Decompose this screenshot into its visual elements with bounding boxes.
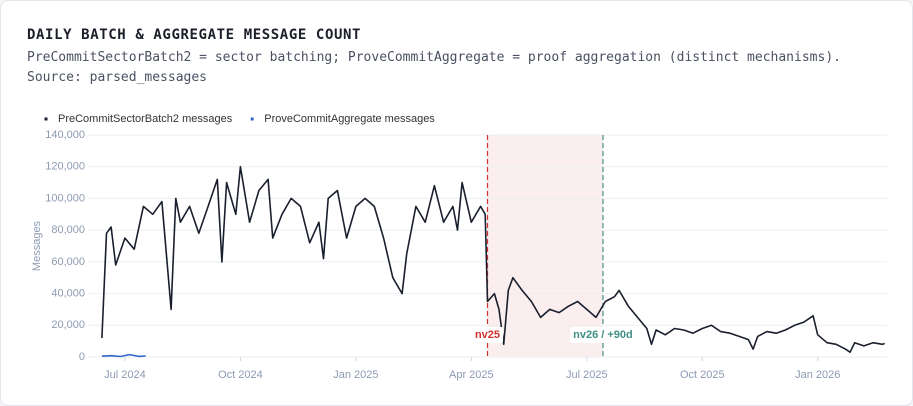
event-label-bg [471, 327, 504, 343]
legend-marker [44, 117, 48, 121]
y-tick-label: 20,000 [51, 319, 85, 331]
y-tick-label: 60,000 [51, 256, 85, 268]
series-line [101, 165, 885, 353]
y-tick-label: 0 [79, 351, 85, 363]
legend-label: ProveCommitAggregate messages [264, 113, 435, 125]
legend-marker [250, 117, 254, 121]
x-tick-label: Apr 2025 [449, 369, 494, 381]
x-tick-label: Jan 2025 [333, 369, 378, 381]
x-tick-label: Jul 2024 [104, 369, 146, 381]
y-tick-label: 80,000 [51, 224, 85, 236]
x-tick-label: Oct 2024 [218, 369, 263, 381]
shaded-region [487, 135, 603, 357]
series-line [101, 353, 146, 358]
y-tick-label: 120,000 [45, 161, 85, 173]
event-label: nv25 [475, 329, 500, 341]
chart-subtitle: PreCommitSectorBatch2 = sector batching;… [27, 50, 841, 85]
y-tick-label: 140,000 [45, 129, 85, 141]
y-tick-label: 100,000 [45, 192, 85, 204]
x-tick-label: Oct 2025 [680, 369, 725, 381]
y-tick-label: 40,000 [51, 287, 85, 299]
y-axis-label: Messages [31, 220, 43, 271]
event-label-bg [570, 327, 636, 343]
x-tick-label: Jul 2025 [566, 369, 608, 381]
chart-title: DAILY BATCH & AGGREGATE MESSAGE COUNT [27, 27, 362, 43]
legend-label: PreCommitSectorBatch2 messages [58, 113, 233, 125]
event-label: nv26 / +90d [573, 329, 633, 341]
x-tick-label: Jan 2026 [795, 369, 840, 381]
